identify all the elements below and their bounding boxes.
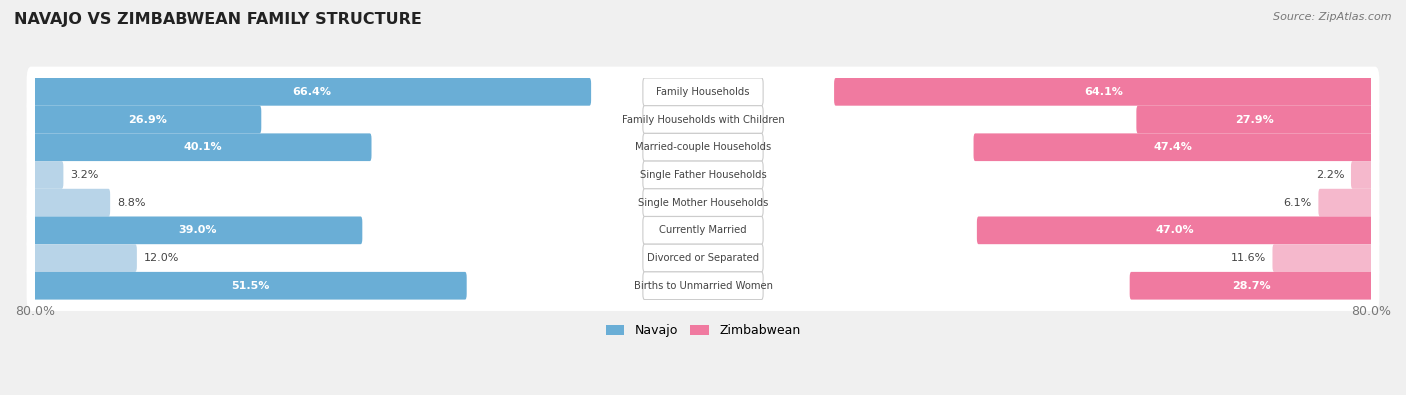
Text: Source: ZipAtlas.com: Source: ZipAtlas.com <box>1274 12 1392 22</box>
FancyBboxPatch shape <box>27 261 1379 311</box>
FancyBboxPatch shape <box>34 106 262 134</box>
FancyBboxPatch shape <box>34 272 467 299</box>
FancyBboxPatch shape <box>643 106 763 134</box>
FancyBboxPatch shape <box>643 189 763 216</box>
FancyBboxPatch shape <box>834 78 1372 106</box>
FancyBboxPatch shape <box>973 134 1372 161</box>
FancyBboxPatch shape <box>27 233 1379 283</box>
FancyBboxPatch shape <box>1351 161 1372 189</box>
FancyBboxPatch shape <box>1136 106 1372 134</box>
Text: Currently Married: Currently Married <box>659 225 747 235</box>
FancyBboxPatch shape <box>977 216 1372 244</box>
Text: Single Mother Households: Single Mother Households <box>638 198 768 208</box>
Text: 28.7%: 28.7% <box>1232 281 1271 291</box>
FancyBboxPatch shape <box>1272 244 1372 272</box>
FancyBboxPatch shape <box>34 244 136 272</box>
Text: 8.8%: 8.8% <box>117 198 145 208</box>
FancyBboxPatch shape <box>27 177 1379 228</box>
Text: 66.4%: 66.4% <box>292 87 332 97</box>
FancyBboxPatch shape <box>643 161 763 189</box>
Text: Single Father Households: Single Father Households <box>640 170 766 180</box>
Text: Family Households: Family Households <box>657 87 749 97</box>
Text: 11.6%: 11.6% <box>1230 253 1265 263</box>
FancyBboxPatch shape <box>643 78 763 106</box>
Text: 12.0%: 12.0% <box>143 253 179 263</box>
FancyBboxPatch shape <box>27 205 1379 256</box>
FancyBboxPatch shape <box>27 67 1379 117</box>
Legend: Navajo, Zimbabwean: Navajo, Zimbabwean <box>600 319 806 342</box>
Text: Married-couple Households: Married-couple Households <box>636 142 770 152</box>
FancyBboxPatch shape <box>643 244 763 272</box>
Text: 40.1%: 40.1% <box>183 142 222 152</box>
Text: Family Households with Children: Family Households with Children <box>621 115 785 124</box>
Text: Divorced or Separated: Divorced or Separated <box>647 253 759 263</box>
Text: Births to Unmarried Women: Births to Unmarried Women <box>634 281 772 291</box>
FancyBboxPatch shape <box>27 94 1379 145</box>
FancyBboxPatch shape <box>1319 189 1372 216</box>
Text: 6.1%: 6.1% <box>1284 198 1312 208</box>
FancyBboxPatch shape <box>643 134 763 161</box>
FancyBboxPatch shape <box>34 134 371 161</box>
FancyBboxPatch shape <box>1129 272 1372 299</box>
FancyBboxPatch shape <box>34 161 63 189</box>
FancyBboxPatch shape <box>643 216 763 244</box>
FancyBboxPatch shape <box>27 122 1379 173</box>
FancyBboxPatch shape <box>34 78 591 106</box>
FancyBboxPatch shape <box>34 216 363 244</box>
Text: 27.9%: 27.9% <box>1234 115 1274 124</box>
FancyBboxPatch shape <box>34 189 110 216</box>
Text: NAVAJO VS ZIMBABWEAN FAMILY STRUCTURE: NAVAJO VS ZIMBABWEAN FAMILY STRUCTURE <box>14 12 422 27</box>
Text: 47.0%: 47.0% <box>1156 225 1194 235</box>
Text: 47.4%: 47.4% <box>1154 142 1192 152</box>
Text: 39.0%: 39.0% <box>179 225 217 235</box>
FancyBboxPatch shape <box>643 272 763 299</box>
Text: 3.2%: 3.2% <box>70 170 98 180</box>
Text: 64.1%: 64.1% <box>1084 87 1123 97</box>
FancyBboxPatch shape <box>27 150 1379 200</box>
Text: 26.9%: 26.9% <box>128 115 167 124</box>
Text: 51.5%: 51.5% <box>231 281 269 291</box>
Text: 2.2%: 2.2% <box>1316 170 1344 180</box>
